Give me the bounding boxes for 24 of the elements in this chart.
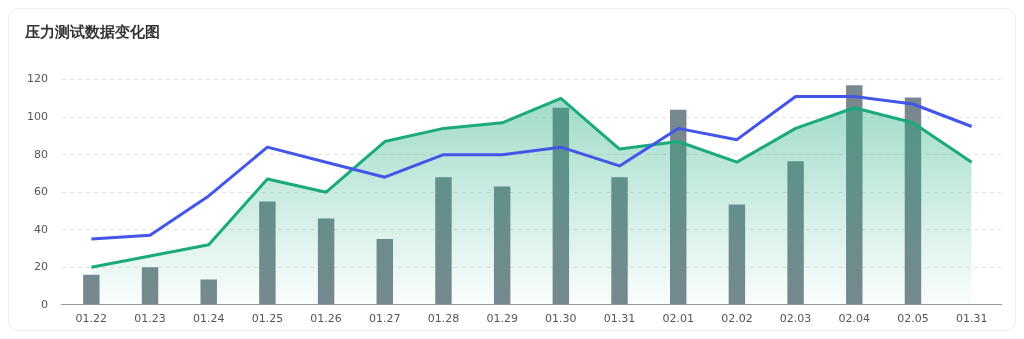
x-tick-label: 01.25 [251, 312, 284, 326]
x-tick-label: 01.29 [486, 312, 518, 326]
x-tick-label: 01.22 [75, 312, 108, 326]
y-tick-label: 60 [34, 185, 48, 199]
y-tick-label: 20 [34, 260, 48, 274]
x-tick-label: 02.02 [721, 312, 753, 326]
y-tick-label: 0 [41, 297, 48, 311]
x-tick-label: 01.31 [603, 312, 636, 326]
x-tick-label: 01.30 [545, 312, 577, 326]
x-tick-label: 01.31 [955, 312, 988, 326]
chart-title: 压力测试数据变化图 [25, 23, 160, 42]
x-tick-label: 02.04 [838, 312, 871, 326]
x-tick-label: 01.27 [369, 312, 401, 326]
x-tick-label: 02.05 [897, 312, 929, 326]
x-tick-label: 01.28 [427, 312, 460, 326]
x-tick-label: 02.03 [779, 312, 812, 326]
y-tick-label: 80 [34, 147, 48, 161]
y-tick-label: 40 [34, 222, 48, 236]
x-tick-label: 01.23 [134, 312, 166, 326]
y-tick-label: 100 [27, 109, 48, 123]
x-tick-label: 01.26 [310, 312, 342, 326]
y-tick-label: 120 [27, 72, 48, 86]
x-tick-label: 01.24 [192, 312, 225, 326]
x-tick-label: 02.01 [662, 312, 694, 326]
